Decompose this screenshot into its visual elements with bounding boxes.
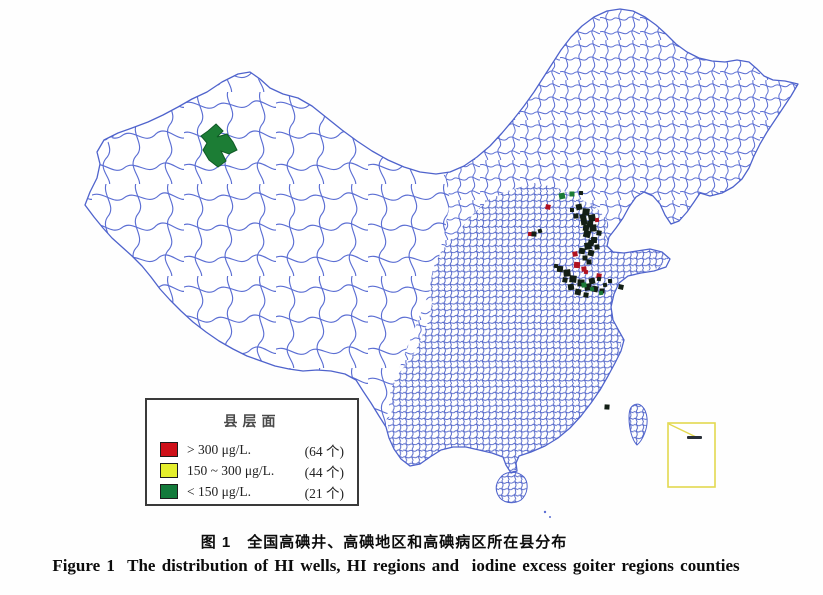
county-dot xyxy=(587,249,595,257)
county-dot xyxy=(587,213,597,223)
legend-label: 150 ~ 300 μg/L. xyxy=(187,462,275,478)
county-dot xyxy=(537,228,543,234)
county-dot xyxy=(580,218,588,226)
county-dot xyxy=(574,288,582,296)
county-dot xyxy=(588,277,596,285)
county-dot xyxy=(578,190,584,196)
green-swatch xyxy=(160,484,178,499)
legend-label: < 150 μg/L. xyxy=(187,483,251,499)
county-dot xyxy=(579,213,587,221)
county-dot xyxy=(596,276,602,282)
county-dot xyxy=(573,213,579,219)
legend-item-lt150: < 150 μg/L. (21 个) xyxy=(160,481,344,502)
county-dot xyxy=(583,292,589,298)
county-dot xyxy=(569,207,575,213)
taiwan-island xyxy=(628,403,648,446)
county-dot xyxy=(583,269,589,275)
legend-title: 县层面 xyxy=(223,413,281,429)
county-dot xyxy=(604,404,610,410)
county-dot xyxy=(589,286,595,292)
county-dot xyxy=(607,278,613,284)
county-dot xyxy=(553,263,559,269)
county-dot xyxy=(573,261,581,269)
yellow-swatch xyxy=(160,463,178,478)
legend-item-150-300: 150 ~ 300 μg/L. (44 个) xyxy=(160,460,344,481)
small-island xyxy=(543,510,547,514)
county-dot xyxy=(562,277,568,283)
county-dot xyxy=(594,244,600,250)
county-dot xyxy=(598,290,604,296)
county-dot xyxy=(531,231,537,237)
county-dot xyxy=(582,255,588,261)
county-dot xyxy=(581,282,587,288)
county-dot xyxy=(575,203,583,211)
hi-county-dots xyxy=(527,190,624,410)
county-dot xyxy=(556,265,564,273)
county-dot xyxy=(558,192,566,200)
south-china-sea-inset xyxy=(667,422,716,488)
caption-english: Figure 1 The distribution of HI wells, H… xyxy=(52,556,740,575)
county-dot xyxy=(594,217,600,223)
caption-chinese: 图 1 全国高碘井、高碘地区和高碘病区所在县分布 xyxy=(200,534,568,551)
legend-count: (64 个) xyxy=(304,443,344,459)
legend-label: > 300 μg/L. xyxy=(187,441,251,457)
county-dot xyxy=(618,284,624,290)
small-island xyxy=(549,516,551,518)
county-dot xyxy=(586,259,592,265)
county-dot xyxy=(572,251,578,257)
county-dot xyxy=(596,230,602,236)
legend-item-gt300: > 300 μg/L. (64 个) xyxy=(160,439,344,460)
county-dot xyxy=(567,283,575,291)
inset-scale-bar xyxy=(687,436,702,439)
county-dot xyxy=(582,224,590,232)
county-dot xyxy=(578,247,586,255)
hainan-island xyxy=(495,471,528,504)
county-dot xyxy=(527,231,533,237)
red-swatch xyxy=(160,442,178,457)
map-legend: 县层面 > 300 μg/L. (64 个) 150 ~ 300 μg/L. (… xyxy=(145,398,359,506)
county-dot xyxy=(583,241,593,251)
xinjiang-green-county xyxy=(200,123,238,168)
county-dot xyxy=(569,191,575,197)
county-dot xyxy=(602,282,608,288)
county-dot xyxy=(545,204,551,210)
county-dot xyxy=(563,269,571,277)
legend-count: (44 个) xyxy=(304,464,344,480)
county-dot xyxy=(582,229,592,239)
county-dot xyxy=(569,275,577,283)
legend-count: (21 个) xyxy=(304,485,344,501)
county-dot xyxy=(589,224,597,232)
